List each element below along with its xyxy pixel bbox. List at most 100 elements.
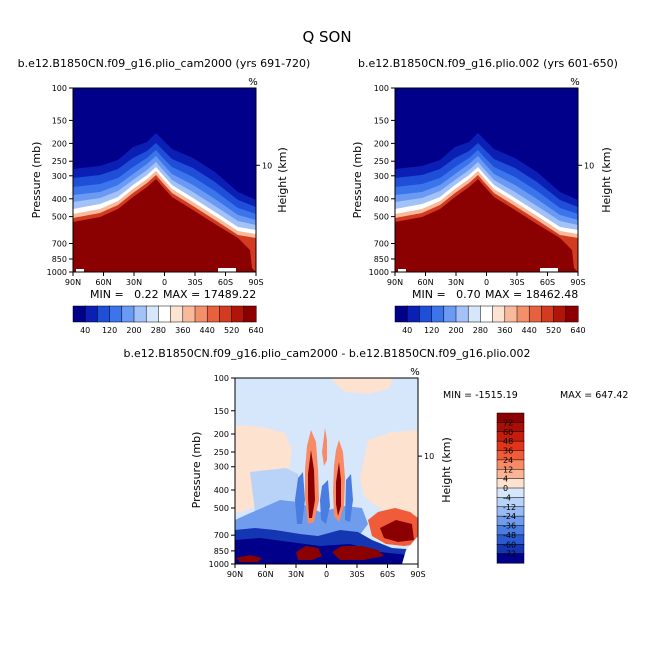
colorbar-swatch [182,305,196,323]
colorbar-label: 360 [175,326,190,335]
colorbar-swatch [467,305,481,323]
y-tick-label: 200 [214,430,229,439]
colorbar-label: 60 [503,428,513,437]
y-tick-label: 850 [52,255,67,264]
colorbar-label: 280 [473,326,488,335]
x-tick-label: 90N [65,278,81,287]
y-tick-label: 500 [374,213,389,222]
colorbar-label: 72 [503,418,513,427]
y-tick-label: 200 [374,139,389,148]
positive-anomaly-south [360,430,418,516]
right-axis-label: Height (km) [600,147,613,213]
y-tick-label: 400 [52,195,67,204]
y-tick-label: 100 [52,84,67,93]
colorbar-swatch [231,305,245,323]
x-tick-label: 30N [448,278,464,287]
colorbar-swatch [496,478,525,489]
colorbar-swatch [109,305,123,323]
colorbar-label: 24 [503,456,513,465]
colorbar-label: 640 [570,326,585,335]
y-tick-label: 300 [52,172,67,181]
y-tick-label: 1000 [369,268,389,277]
colorbar-swatch [145,305,159,323]
min-value: MIN = -1515.19 [443,390,518,401]
y-tick-label: 500 [214,504,229,513]
max-value: MAX = 18462.48 [485,288,578,301]
colorbar-swatch [496,553,525,564]
y-tick-label: 1000 [209,560,229,569]
corner-mark: % [410,367,420,378]
colorbar-swatch [553,305,567,323]
colorbar-swatch [97,305,111,323]
y-tick-label: 700 [374,239,389,248]
negative-streak [345,474,353,522]
colorbar-label: 4 [503,475,508,484]
surface-gap [218,268,236,272]
y-tick-label: 1000 [47,268,67,277]
y-tick-label: 850 [374,255,389,264]
y-tick-label: 250 [374,157,389,166]
colorbar-swatch [243,305,257,323]
colorbar-swatch [394,305,408,323]
y-tick-label: 400 [214,486,229,495]
contour-band-9 [73,179,256,272]
top-left-panel-title: b.e12.B1850CN.f09_g16.plio_cam2000 (yrs … [18,57,311,70]
moisture-contours [395,133,578,272]
colorbar-label: -60 [503,540,516,549]
near-surface-positive [236,555,262,562]
tropical-plume [308,450,315,518]
min-value: MIN = 0.70 [412,288,481,301]
y-tick-label: 500 [52,213,67,222]
colorbar-swatch [158,305,172,323]
colorbar-label: -4 [503,493,511,502]
figure-title: Q SON [302,28,351,46]
colorbar-swatch [419,305,433,323]
y-tick-label: 150 [374,116,389,125]
x-tick-label: 30S [187,278,202,287]
colorbar-swatch [72,305,86,323]
colorbar-label: 440 [522,326,537,335]
x-tick-label: 0 [324,570,329,579]
y-tick-label: 200 [52,139,67,148]
positive-anomaly-top [330,378,392,394]
y-tick-label: 700 [214,531,229,540]
colorbar-label: -48 [503,531,516,540]
x-tick-label: 90S [248,278,263,287]
right-axis-label: Height (km) [276,147,289,213]
y-tick-label: 700 [52,239,67,248]
y-axis-label: Pressure (mb) [351,142,364,219]
x-tick-label: 30N [288,570,304,579]
min-value: MIN = 0.22 [90,288,159,301]
surface-gap [398,269,406,272]
colorbar-swatch [133,305,147,323]
colorbar-swatch [455,305,469,323]
y-tick-label: 100 [374,84,389,93]
y-axis-label: Pressure (mb) [30,142,43,219]
tropical-plume [322,428,327,466]
colorbar-swatch [170,305,184,323]
y-tick-label: 150 [52,116,67,125]
colorbar-swatch [194,305,208,323]
y-tick-label: 400 [374,195,389,204]
y-tick-label: 300 [214,463,229,472]
colorbar-swatch [504,305,518,323]
colorbar-swatch [565,305,579,323]
x-tick-label: 90N [227,570,243,579]
negative-streak [295,472,305,524]
colorbar-label: 0 [503,484,508,493]
surface-gap [76,269,84,272]
x-tick-label: 90S [410,570,425,579]
y-axis-label: Pressure (mb) [190,432,203,509]
corner-mark: % [570,77,580,88]
y-tick-label: 850 [214,547,229,556]
colorbar-swatch [406,305,420,323]
colorbar-swatch [121,305,135,323]
colorbar-swatch [528,305,542,323]
negative-streak [320,480,330,524]
colorbar-swatch [516,305,530,323]
